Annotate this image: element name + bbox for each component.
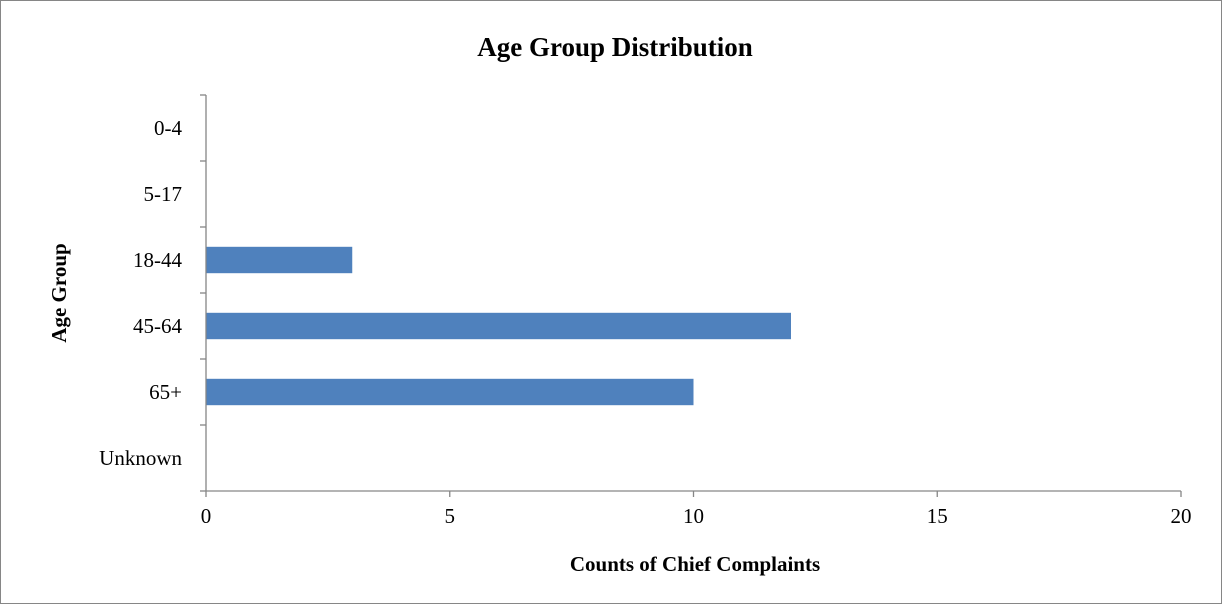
x-tick-label-20: 20 xyxy=(1171,504,1192,528)
y-tick-label-18-44: 18-44 xyxy=(133,248,182,272)
y-tick-label-65: 65+ xyxy=(149,380,182,404)
chart-title: Age Group Distribution xyxy=(477,32,753,62)
y-tick-label-0-4: 0-4 xyxy=(154,116,182,140)
bar-45-64 xyxy=(206,312,791,340)
bar-65 xyxy=(206,378,694,406)
y-tick-label-45-64: 45-64 xyxy=(133,314,182,338)
x-tick-label-5: 5 xyxy=(445,504,456,528)
y-axis-title: Age Group xyxy=(47,243,71,342)
x-tick-label-10: 10 xyxy=(683,504,704,528)
x-axis-ticks: 0 5 10 15 20 xyxy=(201,491,1192,528)
bar-18-44 xyxy=(206,246,353,274)
bars-group xyxy=(206,246,791,406)
x-tick-label-0: 0 xyxy=(201,504,212,528)
x-tick-label-15: 15 xyxy=(927,504,948,528)
x-axis-title: Counts of Chief Complaints xyxy=(570,552,820,576)
y-tick-label-5-17: 5-17 xyxy=(144,182,183,206)
y-tick-label-unknown: Unknown xyxy=(99,446,182,470)
y-axis-ticks: 0-4 5-17 18-44 45-64 65+ Unknown xyxy=(99,94,206,492)
